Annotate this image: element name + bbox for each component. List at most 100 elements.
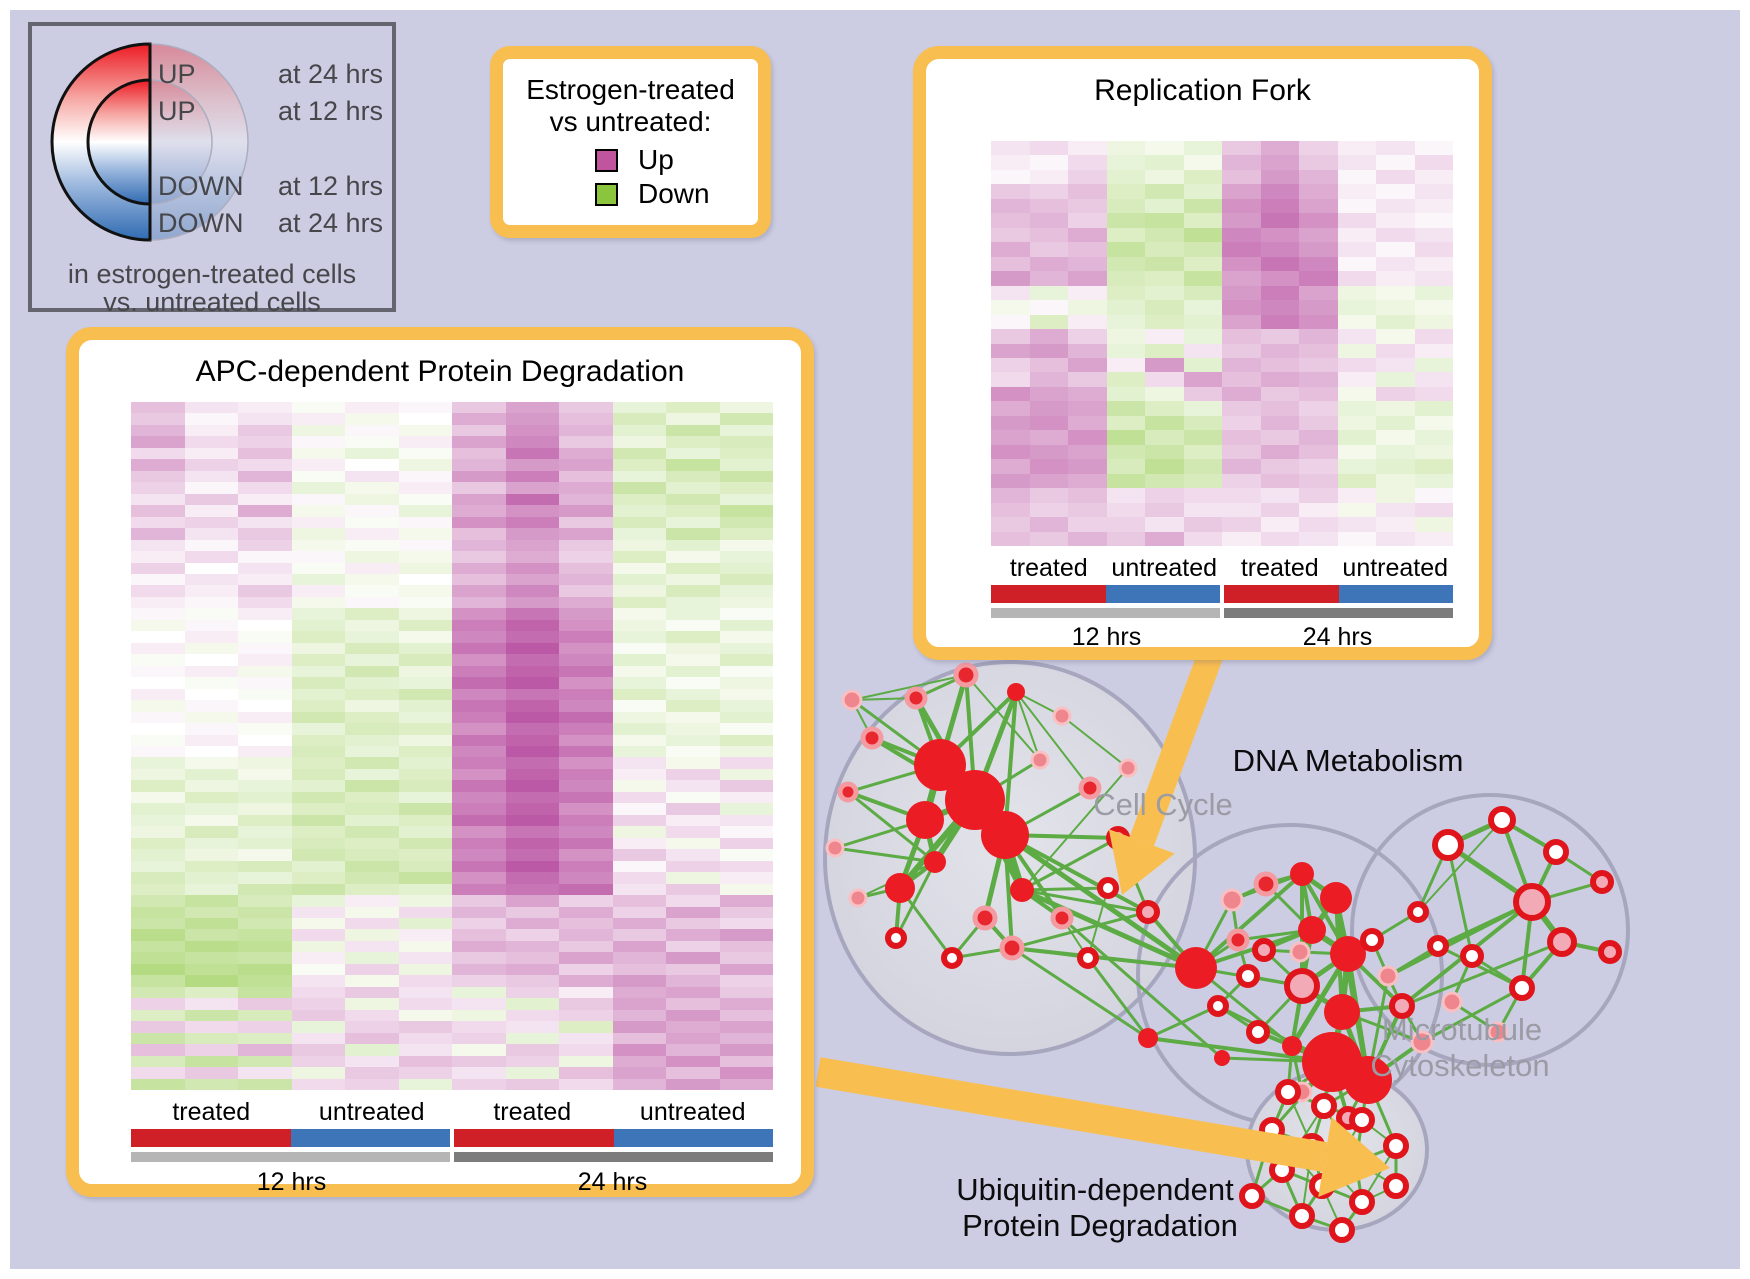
heatmap-cell bbox=[345, 654, 399, 666]
heatmap-cell bbox=[719, 734, 773, 746]
network-edge bbox=[1021, 767, 1129, 891]
heatmap-cell bbox=[1414, 300, 1453, 315]
heatmap-cell bbox=[1299, 184, 1338, 199]
updown-legend-title-1: Estrogen-treated bbox=[526, 74, 735, 105]
heatmap-cell bbox=[612, 757, 666, 769]
heatmap-cell bbox=[505, 551, 559, 563]
heatmap-cell bbox=[666, 528, 720, 540]
heatmap-cell bbox=[1376, 531, 1415, 546]
heatmap-cell bbox=[131, 768, 185, 781]
heatmap-cell bbox=[1299, 198, 1338, 214]
heatmap-cell bbox=[612, 573, 666, 586]
heatmap-cell bbox=[291, 482, 345, 494]
heatmap-cell bbox=[291, 860, 345, 873]
heatmap-cell bbox=[612, 447, 666, 460]
heatmap-cell bbox=[559, 940, 613, 953]
heatmap-cell bbox=[1414, 198, 1453, 214]
heatmap-cell bbox=[1068, 372, 1107, 387]
heatmap-cell bbox=[1260, 242, 1299, 257]
heatmap-cell bbox=[1414, 473, 1453, 489]
heatmap-cell bbox=[1337, 285, 1376, 301]
heatmap-cell bbox=[345, 413, 399, 425]
heatmap-cell bbox=[184, 700, 238, 712]
heatmap-cell bbox=[452, 424, 506, 437]
heatmap-cell bbox=[559, 906, 613, 918]
heatmap-cell bbox=[666, 998, 720, 1010]
heatmap-cell bbox=[505, 803, 559, 815]
rf-heatmap bbox=[991, 141, 1453, 546]
heatmap-cell bbox=[1222, 329, 1261, 344]
heatmap-cell bbox=[1145, 459, 1184, 474]
heatmap-cell bbox=[559, 551, 613, 563]
heatmap-cell bbox=[184, 539, 238, 552]
gene-node bbox=[1383, 1133, 1409, 1159]
heatmap-cell bbox=[1260, 213, 1299, 228]
heatmap-cell bbox=[131, 837, 185, 850]
heatmap-cell bbox=[1337, 357, 1376, 373]
network-edge bbox=[1087, 887, 1109, 959]
heatmap-cell bbox=[719, 780, 773, 792]
heatmap-cell bbox=[612, 837, 666, 850]
gene-node bbox=[1320, 882, 1352, 914]
heatmap-cell bbox=[452, 826, 506, 838]
heatmap-cell bbox=[184, 826, 238, 838]
network-edge bbox=[1015, 691, 1091, 789]
heatmap-cell bbox=[666, 940, 720, 953]
heatmap-cell bbox=[238, 482, 292, 494]
heatmap-cell bbox=[719, 688, 773, 701]
heatmap-cell bbox=[398, 952, 452, 964]
heatmap-cell bbox=[1260, 459, 1299, 474]
apc-time-labels: 12 hrs 24 hrs bbox=[131, 1168, 773, 1197]
heatmap-cell bbox=[1145, 473, 1184, 489]
heatmap-cell bbox=[666, 700, 720, 712]
heatmap-cell bbox=[505, 826, 559, 838]
heatmap-cell bbox=[559, 459, 613, 471]
heatmap-cell bbox=[1029, 488, 1068, 503]
gene-node bbox=[945, 770, 1005, 830]
heatmap-cell bbox=[1183, 473, 1222, 489]
gene-node bbox=[1275, 1079, 1301, 1105]
heatmap-cell bbox=[559, 413, 613, 425]
heatmap-cell bbox=[505, 700, 559, 712]
heatmap-cell bbox=[1414, 357, 1453, 373]
heatmap-cell bbox=[398, 596, 452, 609]
heatmap-cell bbox=[1106, 372, 1145, 387]
updown-legend-title-2: vs untreated: bbox=[549, 106, 712, 137]
heatmap-cell bbox=[559, 654, 613, 666]
heatmap-cell bbox=[238, 883, 292, 896]
heatmap-cell bbox=[1183, 141, 1222, 156]
heatmap-cell bbox=[991, 213, 1030, 228]
heatmap-cell bbox=[559, 505, 613, 517]
heatmap-cell bbox=[666, 596, 720, 609]
heatmap-cell bbox=[184, 654, 238, 666]
gene-node bbox=[1282, 1036, 1302, 1056]
heatmap-cell bbox=[1106, 256, 1145, 272]
heatmap-cell bbox=[452, 413, 506, 425]
heatmap-cell bbox=[131, 986, 185, 999]
heatmap-cell bbox=[1414, 531, 1453, 546]
heatmap-cell bbox=[1222, 256, 1261, 272]
heatmap-cell bbox=[505, 585, 559, 597]
heatmap-cell bbox=[612, 596, 666, 609]
gene-node bbox=[1383, 1173, 1409, 1199]
heatmap-cell bbox=[345, 505, 399, 517]
heatmap-cell bbox=[719, 642, 773, 655]
heatmap-cell bbox=[1376, 227, 1415, 243]
heatmap-cell bbox=[1145, 502, 1184, 518]
heatmap-cell bbox=[291, 1044, 345, 1056]
heatmap-cell bbox=[1145, 517, 1184, 532]
heatmap-cell bbox=[505, 837, 559, 850]
heatmap-cell bbox=[991, 415, 1030, 431]
heatmap-cell bbox=[719, 505, 773, 517]
heatmap-cell bbox=[452, 975, 506, 987]
heatmap-cell bbox=[1106, 184, 1145, 199]
heatmap-cell bbox=[1414, 256, 1453, 272]
untreated-bar bbox=[1338, 585, 1453, 603]
apc-heatmap bbox=[131, 402, 773, 1090]
heatmap-cell bbox=[398, 551, 452, 563]
heatmap-cell bbox=[131, 470, 185, 483]
heatmap-cell bbox=[666, 585, 720, 597]
heatmap-cell bbox=[505, 860, 559, 873]
heatmap-cell bbox=[238, 1078, 292, 1090]
